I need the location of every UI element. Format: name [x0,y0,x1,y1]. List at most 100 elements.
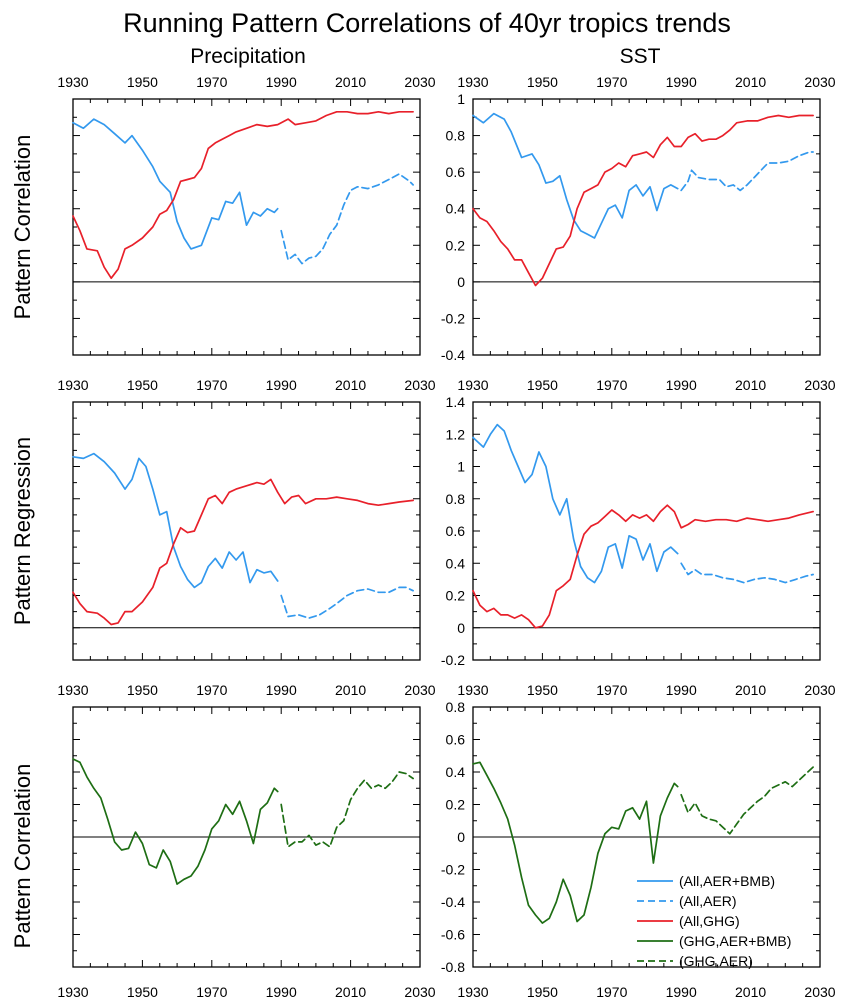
y-tick-label: 1 [457,459,465,475]
x-tick-label: 2010 [335,377,366,393]
y-tick-label: 0.8 [446,491,466,507]
y-tick-label: -0.6 [441,927,465,943]
column-title-precipitation: Precipitation [190,45,306,68]
x-tick-label: 1970 [196,682,227,698]
legend-label: (GHG,AER+BMB) [679,933,791,949]
legend-label: (All,AER) [679,893,737,909]
x-tick-label: 1950 [127,377,158,393]
x-tick-label: 2030 [404,74,435,90]
legend-label: (GHG,AER) [679,953,753,969]
x-tick-label: 1950 [127,682,158,698]
x-tick-label: 1950 [527,682,558,698]
y-tick-label: 0 [457,620,465,636]
y-tick-label: 0 [457,274,465,290]
series-line [280,586,414,619]
x-tick-label: 1930 [57,377,88,393]
plot-frame [72,98,421,356]
x-tick-label: 1970 [596,682,627,698]
x-tick-label: 2030 [804,74,835,90]
x-tick-label: 1990 [266,682,297,698]
series-line [72,118,279,250]
series-line [72,478,414,626]
column-title-sst: SST [620,45,661,68]
y-tick-label: 0.4 [446,555,466,571]
series-line [472,504,814,629]
x-tick-label: 2030 [404,682,435,698]
y-tick-label: 0 [457,829,465,845]
x-tick-label-bottom: 1950 [527,984,558,1000]
x-tick-label: 1970 [596,377,627,393]
x-tick-label-bottom: 1950 [127,984,158,1000]
y-tick-label: 1 [457,91,465,107]
series-line [680,562,814,584]
x-tick-label: 1970 [196,377,227,393]
x-tick-label: 2030 [804,377,835,393]
y-tick-label: 0.4 [446,764,466,780]
y-tick-label: 0.2 [446,237,466,253]
x-tick-label-bottom: 1930 [57,984,88,1000]
y-tick-label: 0.8 [446,699,466,715]
x-tick-label: 2010 [335,74,366,90]
series-line [280,771,414,848]
x-tick-label-bottom: 2030 [404,984,435,1000]
x-tick-label-bottom: 2010 [735,984,766,1000]
panel-sst-corr: 1930 1950 1970 1990 2010 2030 1 0.8 0.6 0.4 0.2 0 -0… [441,74,836,363]
series-line [280,173,414,265]
x-tick-label-bottom: 1990 [266,984,297,1000]
x-tick-label: 1950 [527,377,558,393]
legend-label: (All,AER+BMB) [679,873,775,889]
x-tick-label: 1970 [596,74,627,90]
panel-precip-corr: 1930 1950 1970 1990 2010 2030 [57,74,436,356]
series-line [472,112,679,239]
series-line [72,110,414,280]
y-tick-label: -0.8 [441,959,465,975]
x-tick-label-bottom: 1990 [666,984,697,1000]
panel-sst-reg: 1930 1950 1970 1990 2010 2030 1.4 1.2 1 0.8 0.6 0.4… [441,377,836,668]
y-tick-label: -0.2 [441,310,465,326]
x-tick-label-bottom: 2010 [335,984,366,1000]
x-tick-label: 1990 [666,377,697,393]
y-tick-label: 0.6 [446,164,466,180]
x-tick-label: 1950 [127,74,158,90]
x-tick-label: 2010 [335,682,366,698]
y-tick-label: 1.4 [446,394,466,410]
legend-label: (All,GHG) [679,913,740,929]
series-line [472,761,679,924]
series-line [472,114,814,287]
plot-frame [472,98,821,356]
plot-frame [472,401,821,661]
y-tick-label: -0.2 [441,862,465,878]
panel-precip-reg: 1930 1950 1970 1990 2010 2030 [57,377,436,661]
x-tick-label-bottom: 1970 [596,984,627,1000]
x-tick-label: 2030 [404,377,435,393]
x-tick-label: 1930 [457,377,488,393]
y-tick-label: 0.8 [446,128,466,144]
x-tick-label-bottom: 1970 [196,984,227,1000]
x-tick-label: 1930 [57,682,88,698]
x-tick-label-bottom: 1930 [457,984,488,1000]
x-tick-label: 1930 [457,74,488,90]
y-tick-label: 0.4 [446,201,466,217]
x-tick-label: 1930 [57,74,88,90]
series-line [680,151,814,192]
legend: (All,AER+BMB) (All,AER) (All,GHG) (GHG,AER+… [637,873,791,969]
y-tick-label: 0.6 [446,732,466,748]
x-tick-label: 2030 [804,682,835,698]
series-line [680,766,814,835]
x-tick-label: 2010 [735,74,766,90]
series-line [72,452,279,589]
y-tick-label: 0.6 [446,523,466,539]
panel-precip-ghg: 1930 1950 1970 1990 2010 2030 [57,682,436,968]
series-line [72,758,279,885]
x-tick-label-bottom: 2030 [804,984,835,1000]
y-tick-label: 1.2 [446,426,466,442]
y-tick-label: -0.4 [441,347,465,363]
y-tick-label: 0.2 [446,797,466,813]
x-tick-label: 1970 [196,74,227,90]
row-ylabel-2: Pattern Regression [10,437,35,625]
panel-sst-ghg: 1930 1950 1970 1990 2010 2030 0.8 0.6 0.4 0.2 0 -0.… [441,682,836,975]
y-tick-label: -0.4 [441,894,465,910]
x-tick-label: 2010 [735,682,766,698]
x-tick-label: 2010 [735,377,766,393]
